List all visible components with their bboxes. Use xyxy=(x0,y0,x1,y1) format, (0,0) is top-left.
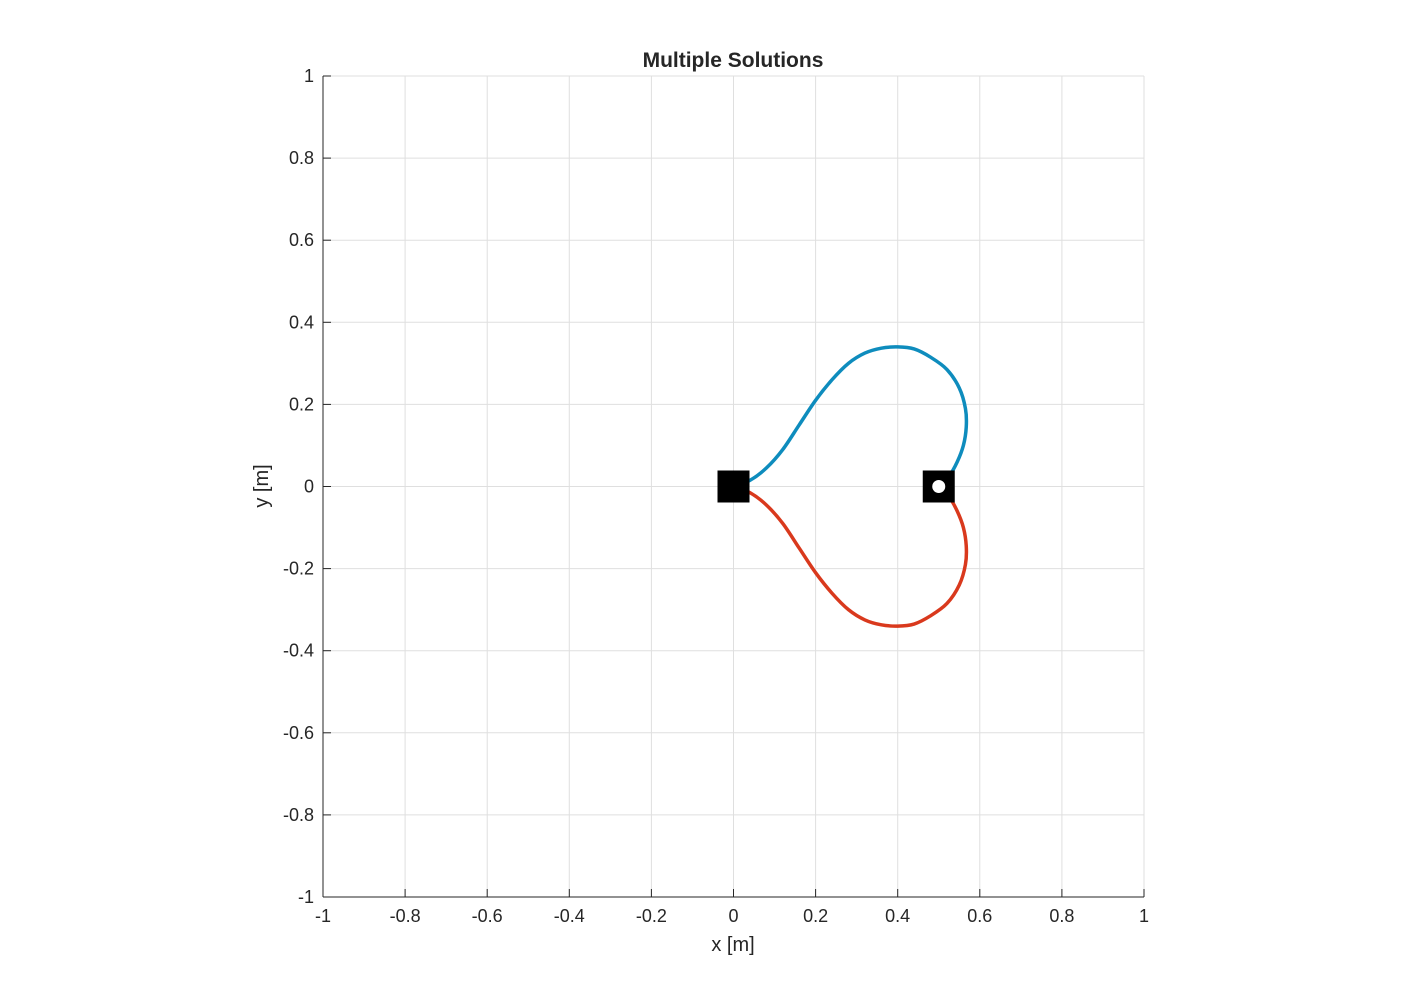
y-tick-label: -0.4 xyxy=(283,641,314,661)
x-tick-label: -0.2 xyxy=(636,906,667,926)
grid xyxy=(322,75,1145,898)
y-tick-label: 0.2 xyxy=(289,394,314,414)
x-tick-label: 1 xyxy=(1139,906,1149,926)
x-tick-label: -0.8 xyxy=(390,906,421,926)
y-tick-label: 1 xyxy=(304,66,314,86)
y-ticks: -1 -0.8 -0.6 -0.4 -0.2 0 0.2 0.4 0.6 0.8 1 xyxy=(283,66,331,907)
x-tick-label: -1 xyxy=(315,906,331,926)
chart-title: Multiple Solutions xyxy=(643,49,824,72)
y-tick-label: 0.8 xyxy=(289,148,314,168)
x-tick-label: 0.8 xyxy=(1049,906,1074,926)
y-tick-label: 0.6 xyxy=(289,230,314,250)
marker-goal-dot xyxy=(932,480,946,493)
x-tick-label: -0.4 xyxy=(554,906,585,926)
y-tick-label: -1 xyxy=(298,887,314,907)
y-tick-label: -0.8 xyxy=(283,805,314,825)
x-tick-label: 0.6 xyxy=(967,906,992,926)
y-tick-label: 0.4 xyxy=(289,312,314,332)
y-tick-label: 0 xyxy=(304,477,314,497)
x-tick-label: -0.6 xyxy=(472,906,503,926)
markers-group xyxy=(717,470,955,503)
marker-start xyxy=(717,470,750,503)
x-axis-label: x [m] xyxy=(711,934,754,956)
x-tick-label: 0.4 xyxy=(885,906,910,926)
series-line-1 xyxy=(731,345,969,489)
y-tick-label: -0.6 xyxy=(283,723,314,743)
x-ticks: -1 -0.8 -0.6 -0.4 -0.2 0 0.2 0.4 0.6 0.8 1 xyxy=(315,889,1149,926)
x-tick-label: 0 xyxy=(728,906,738,926)
y-tick-label: -0.2 xyxy=(283,559,314,579)
series-line-2 xyxy=(731,484,969,628)
series-group xyxy=(731,345,969,628)
x-tick-label: 0.2 xyxy=(803,906,828,926)
y-axis-label: y [m] xyxy=(251,464,273,507)
